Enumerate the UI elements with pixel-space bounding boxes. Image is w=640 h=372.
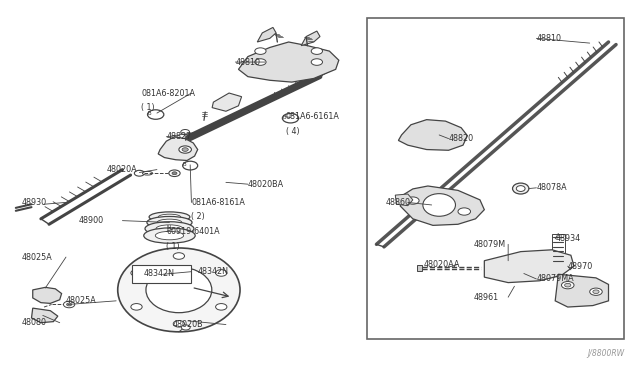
Circle shape [63, 301, 75, 308]
Circle shape [406, 197, 419, 204]
Ellipse shape [143, 171, 152, 175]
Text: 48020BA: 48020BA [248, 180, 284, 189]
Ellipse shape [147, 217, 192, 228]
Text: 48079M: 48079M [474, 240, 506, 249]
Ellipse shape [513, 183, 529, 194]
Text: 48342N: 48342N [143, 269, 174, 278]
Circle shape [173, 321, 184, 327]
Ellipse shape [144, 228, 195, 243]
Circle shape [131, 304, 142, 310]
Circle shape [148, 110, 164, 119]
Polygon shape [158, 137, 198, 160]
Text: 00919-6401A: 00919-6401A [166, 227, 220, 236]
Circle shape [172, 172, 177, 175]
Text: 48827: 48827 [166, 132, 191, 141]
Circle shape [255, 59, 266, 65]
Text: 48900: 48900 [79, 216, 104, 225]
Circle shape [311, 48, 323, 54]
Circle shape [216, 304, 227, 310]
Polygon shape [257, 28, 276, 42]
Text: 081A6-6161A: 081A6-6161A [285, 112, 339, 121]
Text: 48930: 48930 [22, 198, 47, 207]
Text: 48020AA: 48020AA [424, 260, 460, 269]
Ellipse shape [146, 267, 212, 313]
Ellipse shape [149, 212, 190, 222]
Ellipse shape [158, 214, 180, 220]
Text: ( 1): ( 1) [166, 242, 180, 251]
Text: J/8800RW: J/8800RW [587, 349, 624, 358]
Text: 48025A: 48025A [66, 296, 97, 305]
Circle shape [458, 208, 470, 215]
Ellipse shape [145, 222, 194, 235]
Text: 48342N: 48342N [198, 267, 228, 276]
Text: ( 2): ( 2) [191, 212, 205, 221]
Text: 48970: 48970 [568, 262, 593, 271]
Circle shape [282, 113, 299, 123]
Ellipse shape [516, 186, 525, 192]
Text: 48810: 48810 [536, 34, 561, 43]
Text: B: B [282, 115, 286, 120]
Text: 48934: 48934 [556, 234, 580, 243]
Circle shape [255, 48, 266, 54]
Polygon shape [33, 287, 61, 304]
Bar [552, 234, 564, 262]
Polygon shape [396, 194, 413, 206]
Polygon shape [212, 93, 242, 111]
Polygon shape [400, 186, 484, 225]
Text: ( 1): ( 1) [141, 103, 155, 112]
Circle shape [564, 283, 571, 287]
Polygon shape [556, 274, 609, 307]
Bar [367, 18, 624, 339]
Text: N: N [166, 225, 170, 230]
Circle shape [169, 170, 180, 177]
Circle shape [589, 288, 602, 295]
Ellipse shape [156, 231, 184, 240]
Text: 081A6-8161A: 081A6-8161A [191, 198, 245, 207]
Polygon shape [398, 120, 467, 150]
Text: B: B [148, 111, 151, 116]
Polygon shape [417, 266, 422, 270]
Circle shape [134, 170, 145, 176]
Circle shape [67, 303, 72, 306]
Text: 48860: 48860 [386, 198, 411, 207]
Ellipse shape [157, 219, 182, 226]
Ellipse shape [423, 194, 456, 216]
Text: 48810: 48810 [236, 58, 260, 67]
Text: 48020B: 48020B [173, 320, 204, 329]
Text: 48025A: 48025A [22, 253, 53, 262]
Text: B: B [182, 162, 186, 167]
Circle shape [166, 224, 182, 233]
Polygon shape [31, 308, 58, 323]
Text: 48078A: 48078A [536, 183, 567, 192]
Polygon shape [484, 250, 574, 283]
Circle shape [311, 59, 323, 65]
Circle shape [131, 270, 142, 276]
Text: 48820: 48820 [449, 134, 474, 143]
Text: 48020A: 48020A [107, 165, 138, 174]
Circle shape [173, 253, 184, 259]
Circle shape [216, 270, 227, 276]
Text: 48079MA: 48079MA [536, 275, 574, 283]
Circle shape [593, 290, 599, 294]
Ellipse shape [156, 225, 183, 232]
Circle shape [561, 282, 574, 289]
Text: 081A6-8201A: 081A6-8201A [141, 89, 195, 97]
Text: ( 4): ( 4) [285, 127, 299, 136]
Bar [132, 265, 191, 283]
Circle shape [179, 146, 191, 153]
Ellipse shape [118, 248, 240, 332]
Polygon shape [301, 31, 320, 46]
Text: 48080: 48080 [22, 318, 47, 327]
Circle shape [181, 325, 190, 330]
Circle shape [182, 161, 198, 170]
Circle shape [182, 148, 188, 151]
Circle shape [180, 129, 189, 135]
Text: 48961: 48961 [474, 293, 499, 302]
Polygon shape [239, 42, 339, 82]
